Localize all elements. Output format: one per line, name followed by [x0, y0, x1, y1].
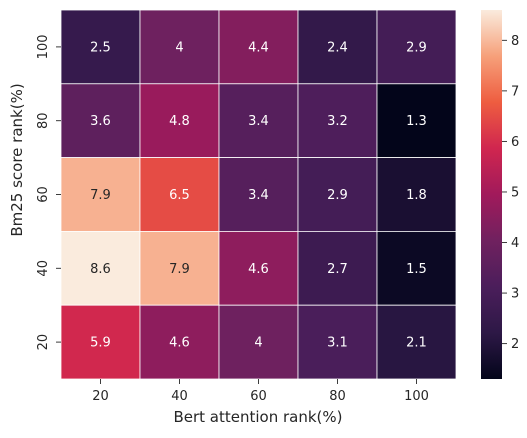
heatmap-cell	[139, 9, 220, 85]
heatmap-cell	[218, 230, 299, 306]
x-axis: 20 40 60 80 100	[92, 379, 429, 404]
heatmap-cell	[60, 9, 141, 85]
cell-value-label: 7.9	[169, 262, 190, 277]
heatmap-cell	[376, 9, 457, 85]
colorbar-tick-label: 8	[511, 34, 519, 49]
cell-value-label: 3.1	[327, 336, 348, 351]
heatmap-cell	[297, 9, 378, 85]
cell-value-label: 3.4	[248, 188, 269, 203]
cell-value-labels: 2.5 4 4.4 2.4 2.9 3.6 4.8 3.4 3.2 1.3 7.9 6.5 3.4 2.9…	[90, 40, 427, 350]
colorbar-ticks: 2 3 4 5 6 7 8	[502, 34, 519, 352]
x-tick-label: 80	[329, 389, 346, 404]
cell-value-label: 4.4	[248, 40, 269, 55]
colorbar-tick-label: 7	[511, 84, 519, 99]
cell-value-label: 2.5	[90, 40, 111, 55]
colorbar-tick-label: 2	[511, 337, 519, 352]
heatmap-cell	[218, 9, 299, 85]
colorbar	[481, 10, 502, 379]
colorbar-tick-label: 3	[511, 287, 519, 302]
heatmap-cell	[60, 83, 141, 159]
cell-value-label: 5.9	[90, 336, 111, 351]
heatmap-cell	[60, 304, 141, 380]
y-axis-label: Bm25 score rank(%)	[8, 83, 26, 236]
x-tick-label: 20	[92, 389, 109, 404]
heatmap-cell	[297, 157, 378, 232]
cell-value-label: 4	[175, 40, 183, 55]
x-tick-label: 60	[250, 389, 267, 404]
heatmap-cell	[376, 83, 457, 159]
x-axis-label: Bert attention rank(%)	[173, 408, 342, 426]
cell-value-label: 7.9	[90, 188, 111, 203]
y-tick-label: 60	[36, 186, 51, 203]
heatmap-cell	[218, 83, 299, 159]
heatmap-cell	[376, 304, 457, 380]
cell-value-label: 4	[254, 336, 262, 351]
y-tick-label: 40	[36, 260, 51, 277]
cell-value-label: 8.6	[90, 262, 111, 277]
colorbar-tick-label: 4	[511, 236, 519, 251]
cell-value-label: 2.4	[327, 40, 348, 55]
cell-value-label: 4.8	[169, 114, 190, 129]
cell-value-label: 1.8	[406, 188, 427, 203]
colorbar-tick-label: 6	[511, 135, 519, 150]
y-tick-label: 20	[36, 334, 51, 351]
x-tick-label: 40	[171, 389, 188, 404]
cell-value-label: 3.6	[90, 114, 111, 129]
cell-value-label: 3.4	[248, 114, 269, 129]
heatmap-cells	[60, 9, 457, 380]
heatmap-cell	[218, 304, 299, 380]
heatmap-cell	[139, 157, 220, 232]
heatmap-cell	[376, 230, 457, 306]
heatmap-cell	[139, 304, 220, 380]
y-tick-label: 100	[36, 34, 51, 59]
cell-value-label: 2.1	[406, 336, 427, 351]
heatmap-cell	[139, 230, 220, 306]
cell-value-label: 2.7	[327, 262, 348, 277]
colorbar-tick-label: 5	[511, 185, 519, 200]
cell-value-label: 6.5	[169, 188, 190, 203]
heatmap-cell	[297, 230, 378, 306]
cell-value-label: 4.6	[169, 336, 190, 351]
cell-value-label: 1.3	[406, 114, 427, 129]
y-axis: 100 80 60 40 20	[36, 34, 61, 350]
cell-value-label: 2.9	[327, 188, 348, 203]
heatmap-cell	[218, 157, 299, 232]
cell-value-label: 1.5	[406, 262, 427, 277]
heatmap-cell	[376, 157, 457, 232]
cell-value-label: 3.2	[327, 114, 348, 129]
y-tick-label: 80	[36, 112, 51, 129]
cell-value-label: 4.6	[248, 262, 269, 277]
cell-value-label: 2.9	[406, 40, 427, 55]
x-tick-label: 100	[404, 389, 429, 404]
